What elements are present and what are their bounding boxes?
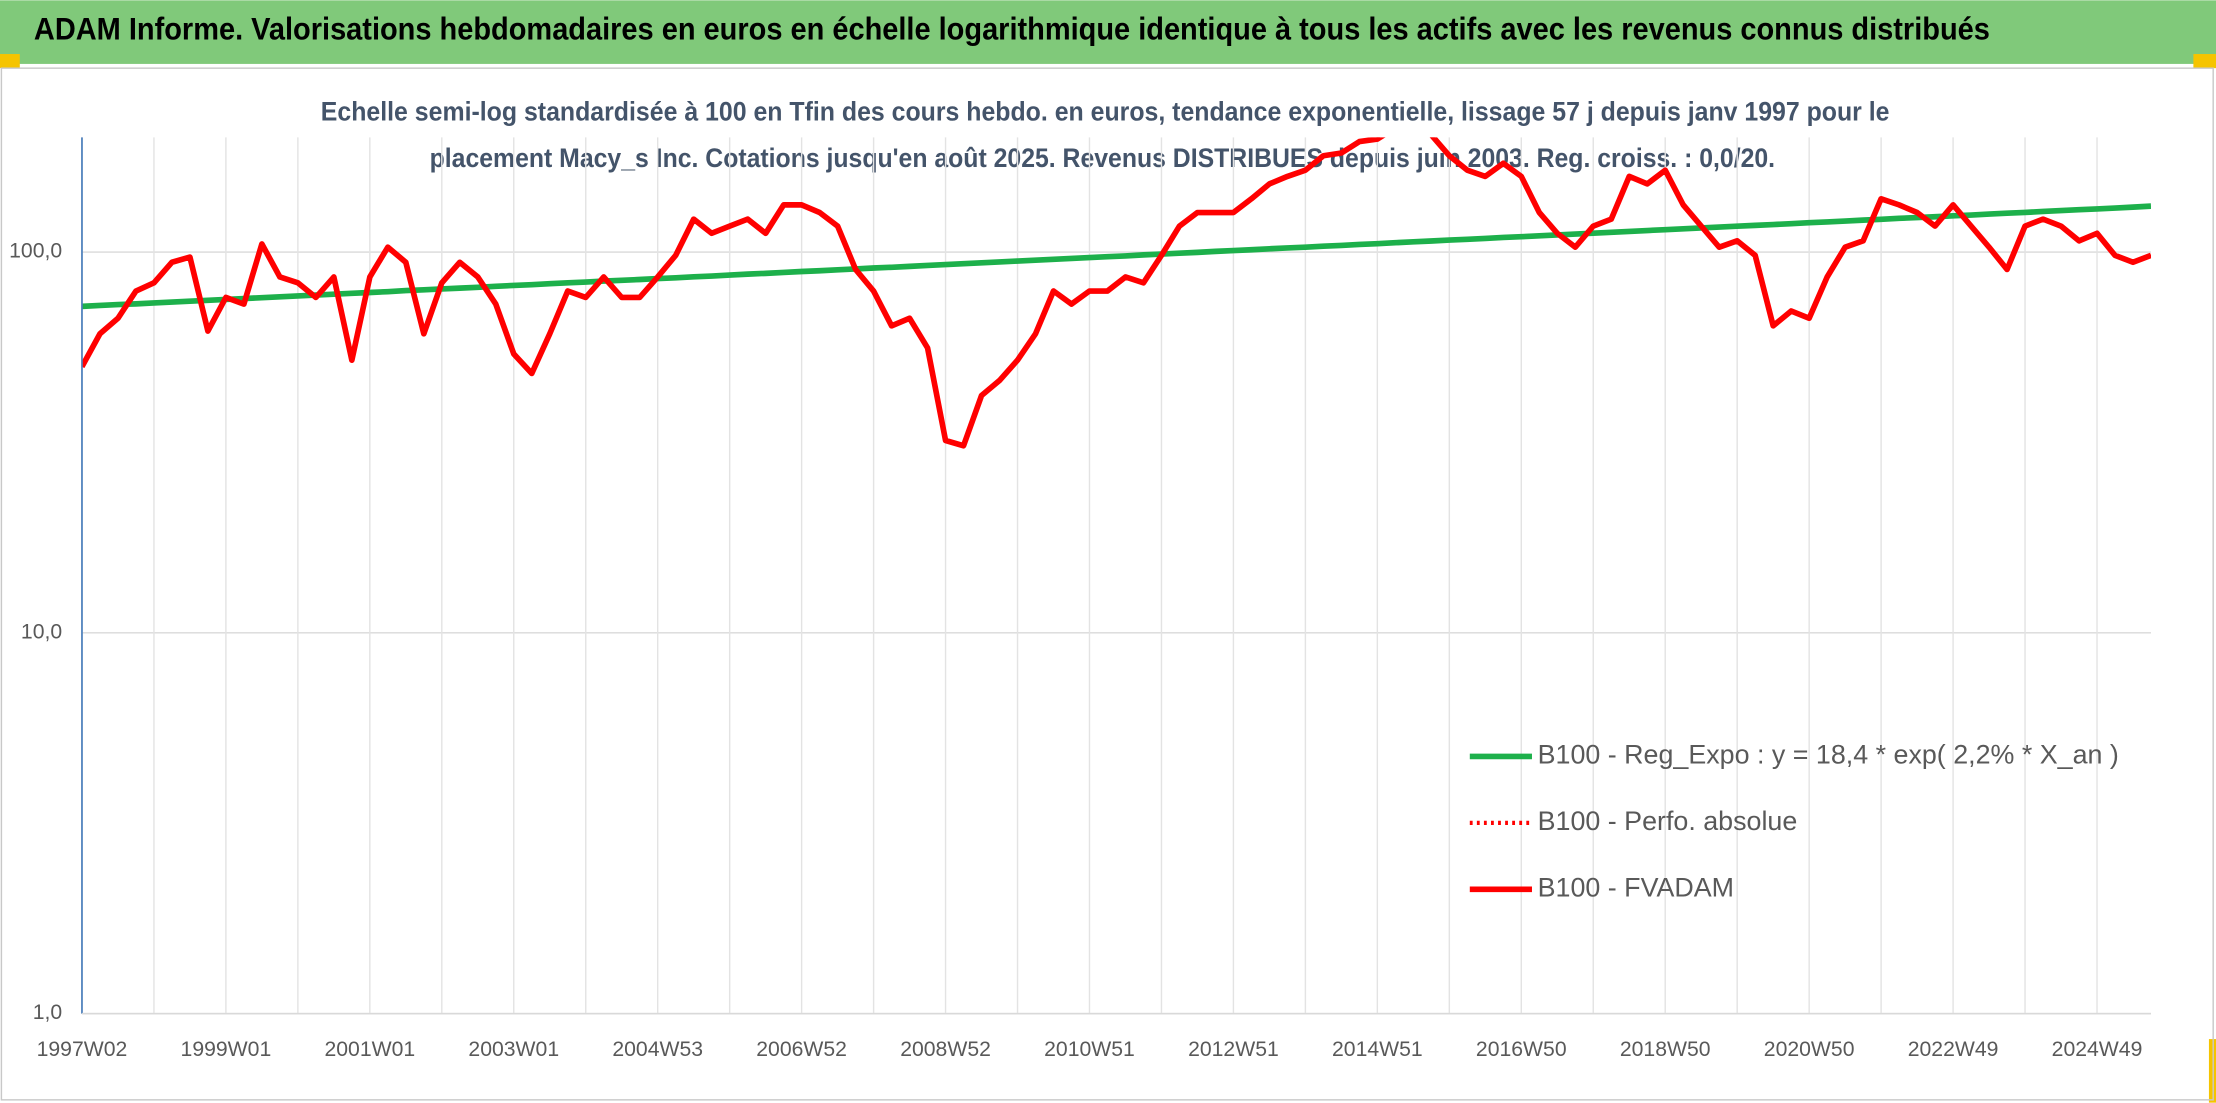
series-line — [81, 137, 2151, 449]
plot-area — [81, 137, 2151, 449]
x-tick-label: 2010W51 — [1044, 1038, 1135, 1061]
x-tick-label: 1997W02 — [37, 1038, 128, 1061]
x-tick-label: 2006W52 — [756, 1038, 847, 1061]
x-tick-label: 2018W50 — [1620, 1038, 1711, 1061]
x-tick-label: 2022W49 — [1908, 1038, 1999, 1061]
legend: B100 - Reg_Expo : y = 18,4 * exp( 2,2% *… — [1469, 740, 2119, 902]
x-tick-label: 2014W51 — [1332, 1038, 1423, 1061]
header-band — [0, 0, 2216, 64]
series-line — [81, 203, 2151, 310]
y-tick-label: 10,0 — [21, 620, 62, 643]
corner-mark — [2193, 54, 2216, 69]
x-tick-label: 2001W01 — [324, 1038, 415, 1061]
x-tick-label: 1999W01 — [181, 1038, 272, 1061]
x-tick-label: 2003W01 — [468, 1038, 559, 1061]
chart-border — [0, 67, 2214, 1101]
axes: 1,0 10,0 100,0 1997W02 1999W01 2001W01 2003W01… — [9, 137, 2151, 1061]
x-tick-label: 2012W51 — [1188, 1038, 1279, 1061]
x-tick-label: 2024W49 — [2052, 1038, 2143, 1061]
y-tick-label: 100,0 — [9, 240, 62, 263]
corner-mark — [0, 54, 20, 69]
page-title: ADAM Informe. Valorisations hebdomadaire… — [34, 12, 1990, 47]
chart-subtitle: placement Macy_s Inc. Cotations jusqu'en… — [430, 143, 1775, 173]
legend-label: B100 - FVADAM — [1538, 872, 1734, 902]
x-tick-label: 2004W53 — [612, 1038, 703, 1061]
chart-subtitle: Echelle semi-log standardisée à 100 en T… — [321, 96, 1890, 126]
x-tick-label: 2008W52 — [900, 1038, 991, 1061]
legend-label: B100 - Perfo. absolue — [1538, 806, 1798, 836]
x-tick-label: 2020W50 — [1764, 1038, 1855, 1061]
y-tick-label: 1,0 — [33, 1001, 62, 1024]
legend-label: B100 - Reg_Expo : y = 18,4 * exp( 2,2% *… — [1538, 740, 2119, 770]
x-tick-label: 2016W50 — [1476, 1038, 1567, 1061]
